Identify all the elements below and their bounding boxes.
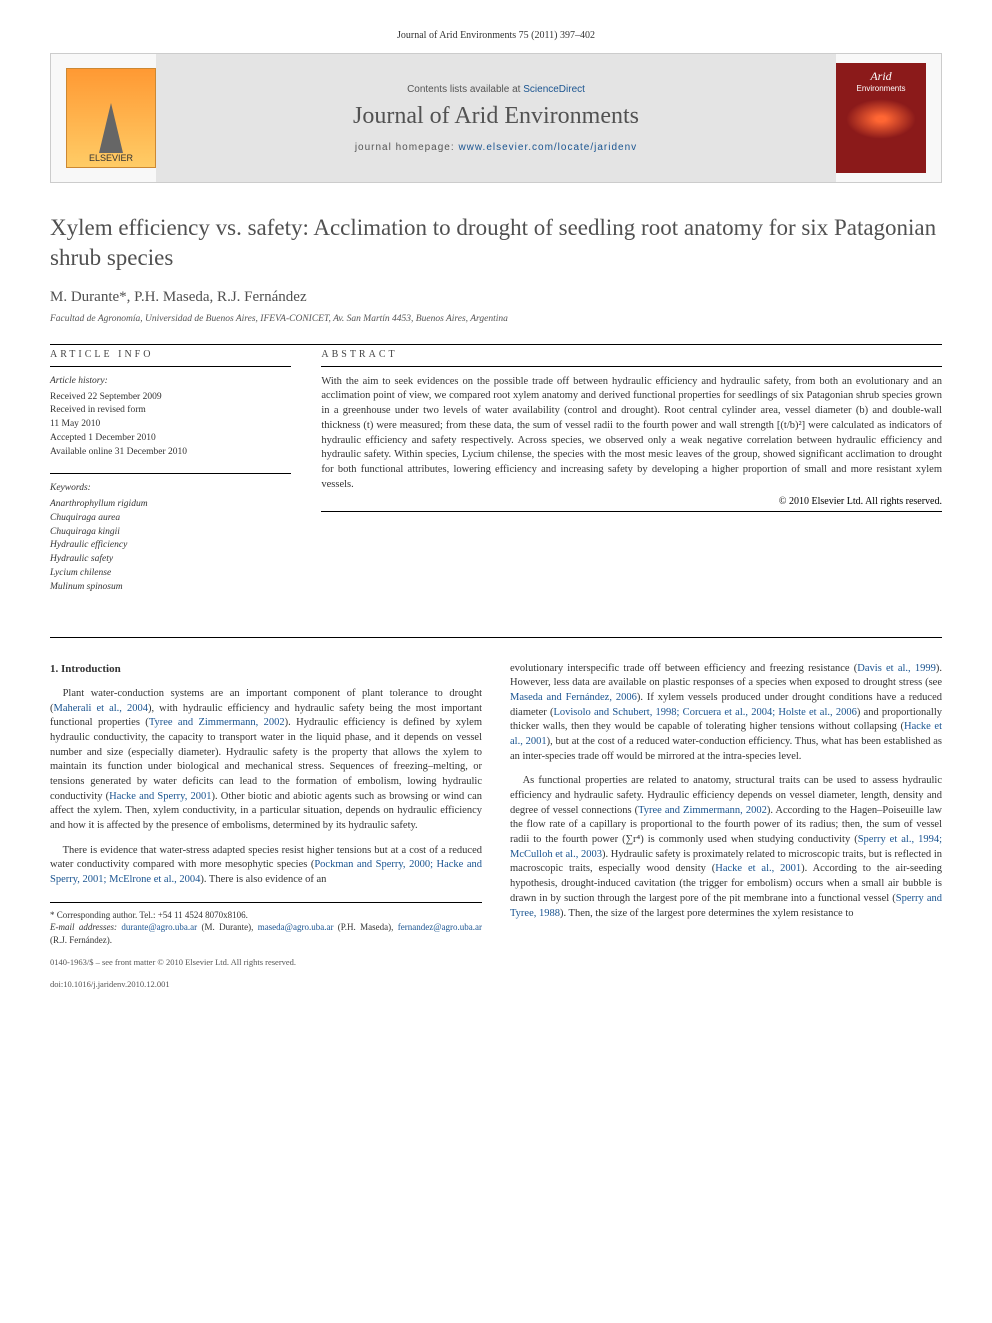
keyword: Lycium chilense: [50, 567, 291, 581]
body-column-left: 1. Introduction Plant water-conduction s…: [50, 662, 482, 991]
citation-link[interactable]: Hacke and Sperry, 2001: [109, 791, 211, 802]
front-matter: 0140-1963/$ – see front matter © 2010 El…: [50, 957, 482, 969]
journal-title: Journal of Arid Environments: [156, 103, 836, 130]
abstract-text: With the aim to seek evidences on the po…: [321, 375, 942, 493]
keyword: Hydraulic efficiency: [50, 539, 291, 553]
divider: [50, 366, 291, 367]
citation-link[interactable]: Maherali et al., 2004: [54, 703, 148, 714]
citation-link[interactable]: Sperry et al., 1994; McCulloh et al., 20…: [510, 834, 942, 860]
info-abstract-row: ARTICLE INFO Article history: Received 2…: [50, 349, 942, 609]
keywords-title: Keywords:: [50, 482, 291, 496]
citation-link[interactable]: Hacke et al., 2001: [510, 721, 942, 747]
journal-banner: ELSEVIER Contents lists available at Sci…: [50, 53, 942, 183]
paragraph: evolutionary interspecific trade off bet…: [510, 662, 942, 765]
email-name: (R.J. Fernández).: [50, 935, 112, 945]
running-head: Journal of Arid Environments 75 (2011) 3…: [50, 30, 942, 41]
elsevier-tree-icon: [91, 103, 131, 153]
article-title: Xylem efficiency vs. safety: Acclimation…: [50, 213, 942, 273]
body-text: 1. Introduction Plant water-conduction s…: [50, 662, 942, 991]
citation-link[interactable]: Sperry and Tyree, 1988: [510, 893, 942, 919]
divider: [321, 366, 942, 367]
cover-map-icon: [846, 99, 916, 139]
citation-link[interactable]: Pockman and Sperry, 2000; Hacke and Sper…: [50, 859, 482, 885]
section-heading: 1. Introduction: [50, 662, 482, 677]
sciencedirect-link[interactable]: ScienceDirect: [523, 84, 585, 95]
history-line: 11 May 2010: [50, 418, 291, 432]
email-line: E-mail addresses: durante@agro.uba.ar (M…: [50, 921, 482, 946]
doi: doi:10.1016/j.jaridenv.2010.12.001: [50, 979, 482, 991]
history-line: Received in revised form: [50, 404, 291, 418]
history-title: Article history:: [50, 375, 291, 389]
emails-label: E-mail addresses:: [50, 922, 121, 932]
email-link[interactable]: durante@agro.uba.ar: [121, 922, 197, 932]
corresponding-author: * Corresponding author. Tel.: +54 11 452…: [50, 909, 482, 922]
body-column-right: evolutionary interspecific trade off bet…: [510, 662, 942, 991]
paragraph: As functional properties are related to …: [510, 774, 942, 921]
homepage-prefix: journal homepage:: [355, 142, 459, 153]
citation-link[interactable]: Davis et al., 1999: [857, 663, 936, 674]
history-line: Received 22 September 2009: [50, 391, 291, 405]
affiliation: Facultad de Agronomía, Universidad de Bu…: [50, 314, 942, 324]
contents-prefix: Contents lists available at: [407, 84, 523, 95]
keywords: Keywords: Anarthrophyllum rigidum Chuqui…: [50, 482, 291, 594]
history-line: Accepted 1 December 2010: [50, 432, 291, 446]
abstract-label: ABSTRACT: [321, 349, 942, 360]
homepage-line: journal homepage: www.elsevier.com/locat…: [156, 142, 836, 153]
keyword: Hydraulic safety: [50, 553, 291, 567]
citation-link[interactable]: Tyree and Zimmermann, 2002: [149, 717, 285, 728]
homepage-link[interactable]: www.elsevier.com/locate/jaridenv: [458, 142, 637, 153]
email-name: (M. Durante),: [197, 922, 258, 932]
copyright: © 2010 Elsevier Ltd. All rights reserved…: [321, 496, 942, 507]
citation-link[interactable]: Lovisolo and Schubert, 1998; Corcuera et…: [553, 707, 856, 718]
divider: [50, 637, 942, 638]
citation-link[interactable]: Tyree and Zimmermann, 2002: [638, 805, 767, 816]
keyword: Chuquiraga aurea: [50, 512, 291, 526]
email-name: (P.H. Maseda),: [333, 922, 397, 932]
divider: [50, 344, 942, 345]
author-list: M. Durante*, P.H. Maseda, R.J. Fernández: [50, 289, 942, 306]
cover-subtitle: Environments: [857, 84, 906, 93]
cover-title: Arid: [870, 69, 891, 84]
keyword: Anarthrophyllum rigidum: [50, 498, 291, 512]
journal-cover[interactable]: Arid Environments: [836, 63, 926, 173]
banner-center: Contents lists available at ScienceDirec…: [156, 54, 836, 182]
divider: [321, 511, 942, 512]
history-line: Available online 31 December 2010: [50, 446, 291, 460]
contents-line: Contents lists available at ScienceDirec…: [156, 84, 836, 95]
citation-link[interactable]: Hacke et al., 2001: [715, 863, 801, 874]
paragraph: Plant water-conduction systems are an im…: [50, 687, 482, 834]
email-link[interactable]: maseda@agro.uba.ar: [258, 922, 334, 932]
keyword: Chuquiraga kingii: [50, 526, 291, 540]
citation-link[interactable]: Maseda and Fernández, 2006: [510, 692, 637, 703]
footnotes: * Corresponding author. Tel.: +54 11 452…: [50, 902, 482, 991]
divider: [50, 473, 291, 474]
article-info: ARTICLE INFO Article history: Received 2…: [50, 349, 291, 609]
article-history: Article history: Received 22 September 2…: [50, 375, 291, 460]
publisher-logo[interactable]: ELSEVIER: [66, 68, 156, 168]
paragraph: There is evidence that water-stress adap…: [50, 844, 482, 888]
keyword: Mulinum spinosum: [50, 581, 291, 595]
email-link[interactable]: fernandez@agro.uba.ar: [398, 922, 482, 932]
publisher-name: ELSEVIER: [89, 153, 133, 163]
info-label: ARTICLE INFO: [50, 349, 291, 360]
abstract: ABSTRACT With the aim to seek evidences …: [321, 349, 942, 609]
